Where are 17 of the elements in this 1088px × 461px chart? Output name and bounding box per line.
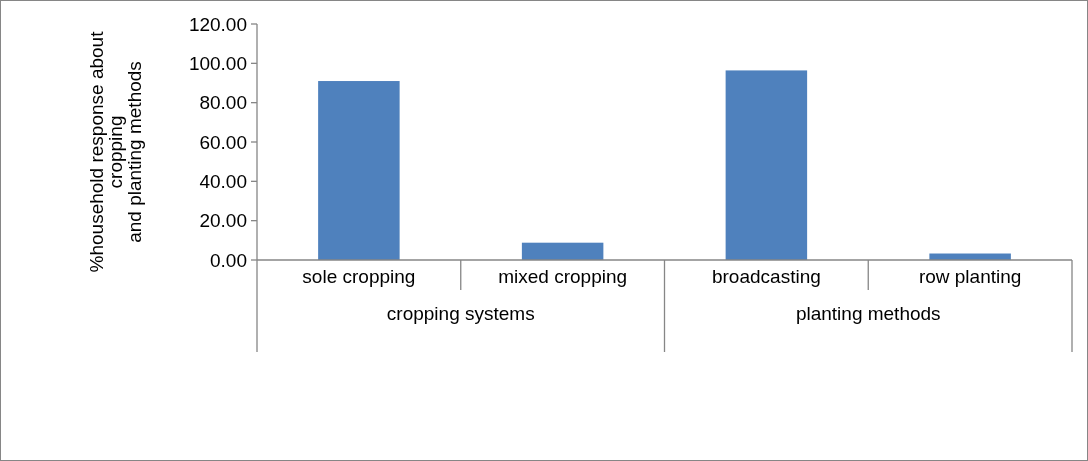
y-tick-label: 100.00 <box>188 52 247 74</box>
x-tick-label: broadcasting <box>711 265 821 287</box>
bar <box>318 81 400 260</box>
text: cropping systems <box>386 302 535 324</box>
text: planting methods <box>795 302 941 324</box>
y-tick-label: 120.00 <box>188 13 247 35</box>
y-tick-label: 20.00 <box>199 210 247 232</box>
x-tick-label: row planting <box>918 265 1022 287</box>
y-tick-label: 60.00 <box>199 131 247 153</box>
x-tick-label: mixed cropping <box>498 265 628 287</box>
y-tick-label: 40.00 <box>199 170 247 192</box>
bar <box>725 70 808 260</box>
bar <box>521 242 604 260</box>
y-axis-title: %household response about cropping and planting methods <box>86 30 145 273</box>
y-tick-label: 80.00 <box>199 92 247 114</box>
x-tick-label: sole cropping <box>302 265 416 287</box>
y-tick-label: 0.00 <box>210 249 247 271</box>
